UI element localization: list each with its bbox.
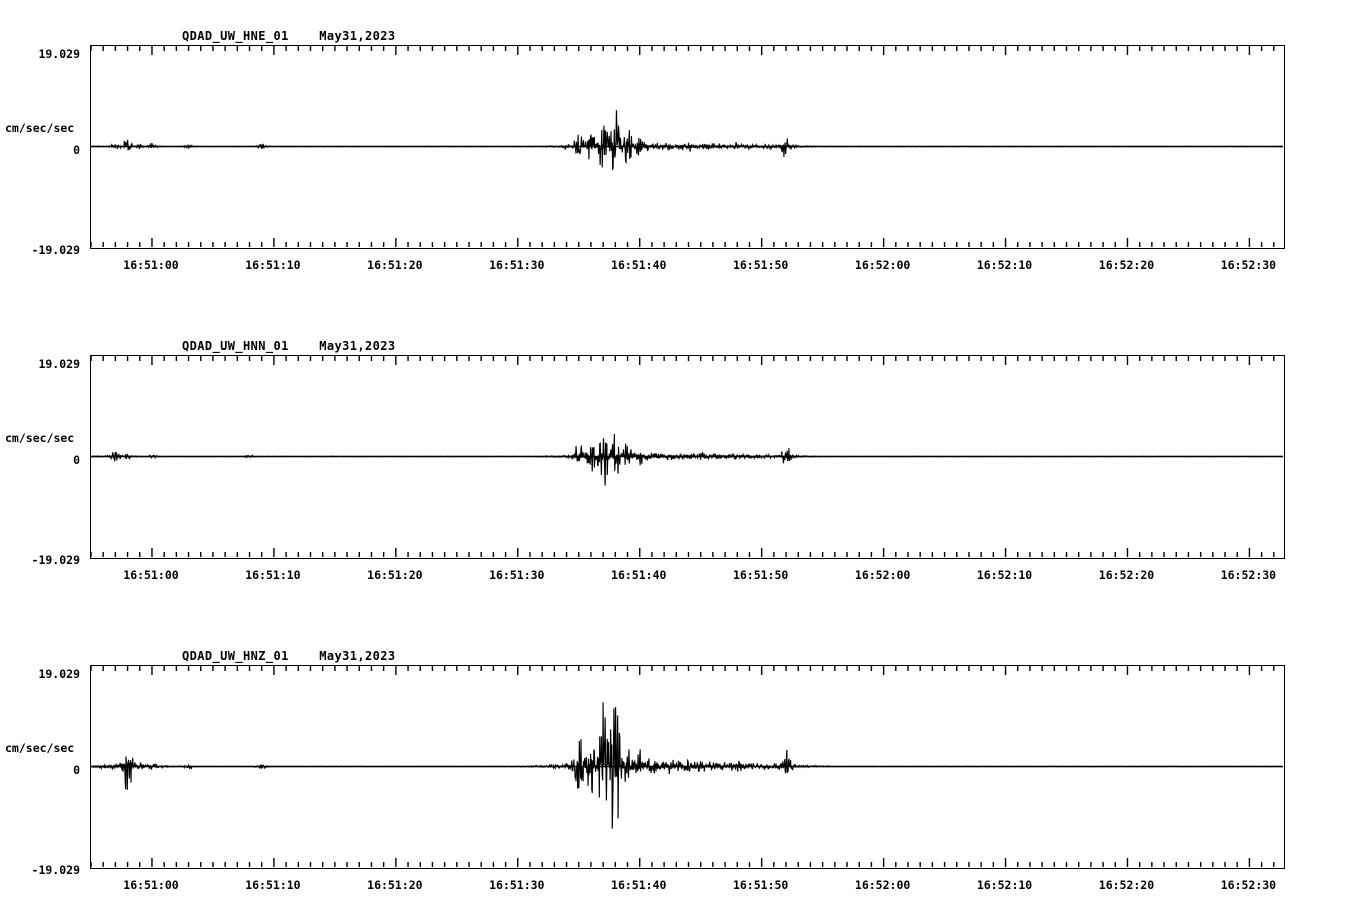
waveform-canvas (91, 666, 1283, 867)
x-tick-label: 16:52:10 (976, 568, 1033, 582)
panel-title: QDAD_UW_HNE_01 May31,2023 (182, 29, 396, 43)
seismogram-panel-hnn: QDAD_UW_HNN_01 May31,2023 cm/sec/sec 19.… (0, 310, 1358, 620)
x-tick-label: 16:52:30 (1220, 258, 1277, 272)
x-tick-label: 16:52:10 (976, 878, 1033, 892)
x-tick-label: 16:52:20 (1098, 568, 1155, 582)
waveform-canvas (91, 46, 1283, 247)
waveform-path (91, 433, 1283, 486)
x-tick-label: 16:51:50 (732, 568, 789, 582)
x-tick-label: 16:51:10 (245, 258, 301, 272)
x-tick-label: 16:51:30 (489, 258, 545, 272)
x-tick-label: 16:51:40 (611, 878, 667, 892)
x-tick-label: 16:52:20 (1098, 258, 1155, 272)
y-tick-label-zero: 0 (73, 763, 80, 777)
x-tick-label: 16:51:00 (123, 878, 179, 892)
x-tick-label: 16:51:50 (732, 878, 789, 892)
waveform-path (91, 110, 1283, 171)
y-axis-unit-label: cm/sec/sec (5, 121, 75, 135)
x-tick-label: 16:52:20 (1098, 878, 1155, 892)
x-tick-label: 16:52:00 (854, 878, 911, 892)
seismogram-panel-hne: QDAD_UW_HNE_01 May31,2023 cm/sec/sec 19.… (0, 0, 1358, 310)
y-axis-unit-label: cm/sec/sec (5, 431, 75, 445)
x-tick-label: 16:51:10 (245, 568, 301, 582)
seismogram-panel-hnz: QDAD_UW_HNZ_01 May31,2023 cm/sec/sec 19.… (0, 620, 1358, 924)
x-axis-tick-labels: 16:51:00 16:51:10 16:51:20 16:51:30 16:51:40… (0, 878, 1358, 898)
x-tick-label: 16:52:00 (854, 258, 911, 272)
x-tick-label: 16:51:00 (123, 568, 179, 582)
x-tick-label: 16:51:50 (732, 258, 789, 272)
x-tick-label: 16:52:30 (1220, 878, 1277, 892)
panel-title: QDAD_UW_HNN_01 May31,2023 (182, 339, 396, 353)
x-tick-label: 16:51:20 (367, 568, 423, 582)
plot-frame (90, 665, 1285, 869)
x-tick-label: 16:52:10 (976, 258, 1033, 272)
plot-frame (90, 355, 1285, 559)
x-tick-label: 16:51:40 (611, 258, 667, 272)
y-tick-label-zero: 0 (73, 453, 80, 467)
x-tick-label: 16:51:30 (489, 878, 545, 892)
x-tick-label: 16:51:00 (123, 258, 179, 272)
y-tick-label-min: -19.029 (31, 243, 80, 257)
panel-title: QDAD_UW_HNZ_01 May31,2023 (182, 649, 396, 663)
x-tick-label: 16:51:30 (489, 568, 545, 582)
waveform-path (91, 702, 1283, 829)
y-tick-label-min: -19.029 (31, 553, 80, 567)
y-tick-label-min: -19.029 (31, 863, 80, 877)
x-tick-label: 16:51:20 (367, 878, 423, 892)
x-tick-label: 16:51:20 (367, 258, 423, 272)
y-axis-unit-label: cm/sec/sec (5, 741, 75, 755)
x-axis-tick-labels: 16:51:00 16:51:10 16:51:20 16:51:30 16:51:40… (0, 568, 1358, 588)
y-tick-label-max: 19.029 (38, 357, 80, 371)
x-tick-label: 16:51:10 (245, 878, 301, 892)
x-axis-tick-labels: 16:51:00 16:51:10 16:51:20 16:51:30 16:51:40… (0, 258, 1358, 278)
x-tick-label: 16:52:30 (1220, 568, 1277, 582)
y-tick-label-max: 19.029 (38, 47, 80, 61)
x-tick-label: 16:52:00 (854, 568, 911, 582)
y-tick-label-zero: 0 (73, 143, 80, 157)
plot-frame (90, 45, 1285, 249)
y-tick-label-max: 19.029 (38, 667, 80, 681)
waveform-canvas (91, 356, 1283, 557)
x-tick-label: 16:51:40 (611, 568, 667, 582)
